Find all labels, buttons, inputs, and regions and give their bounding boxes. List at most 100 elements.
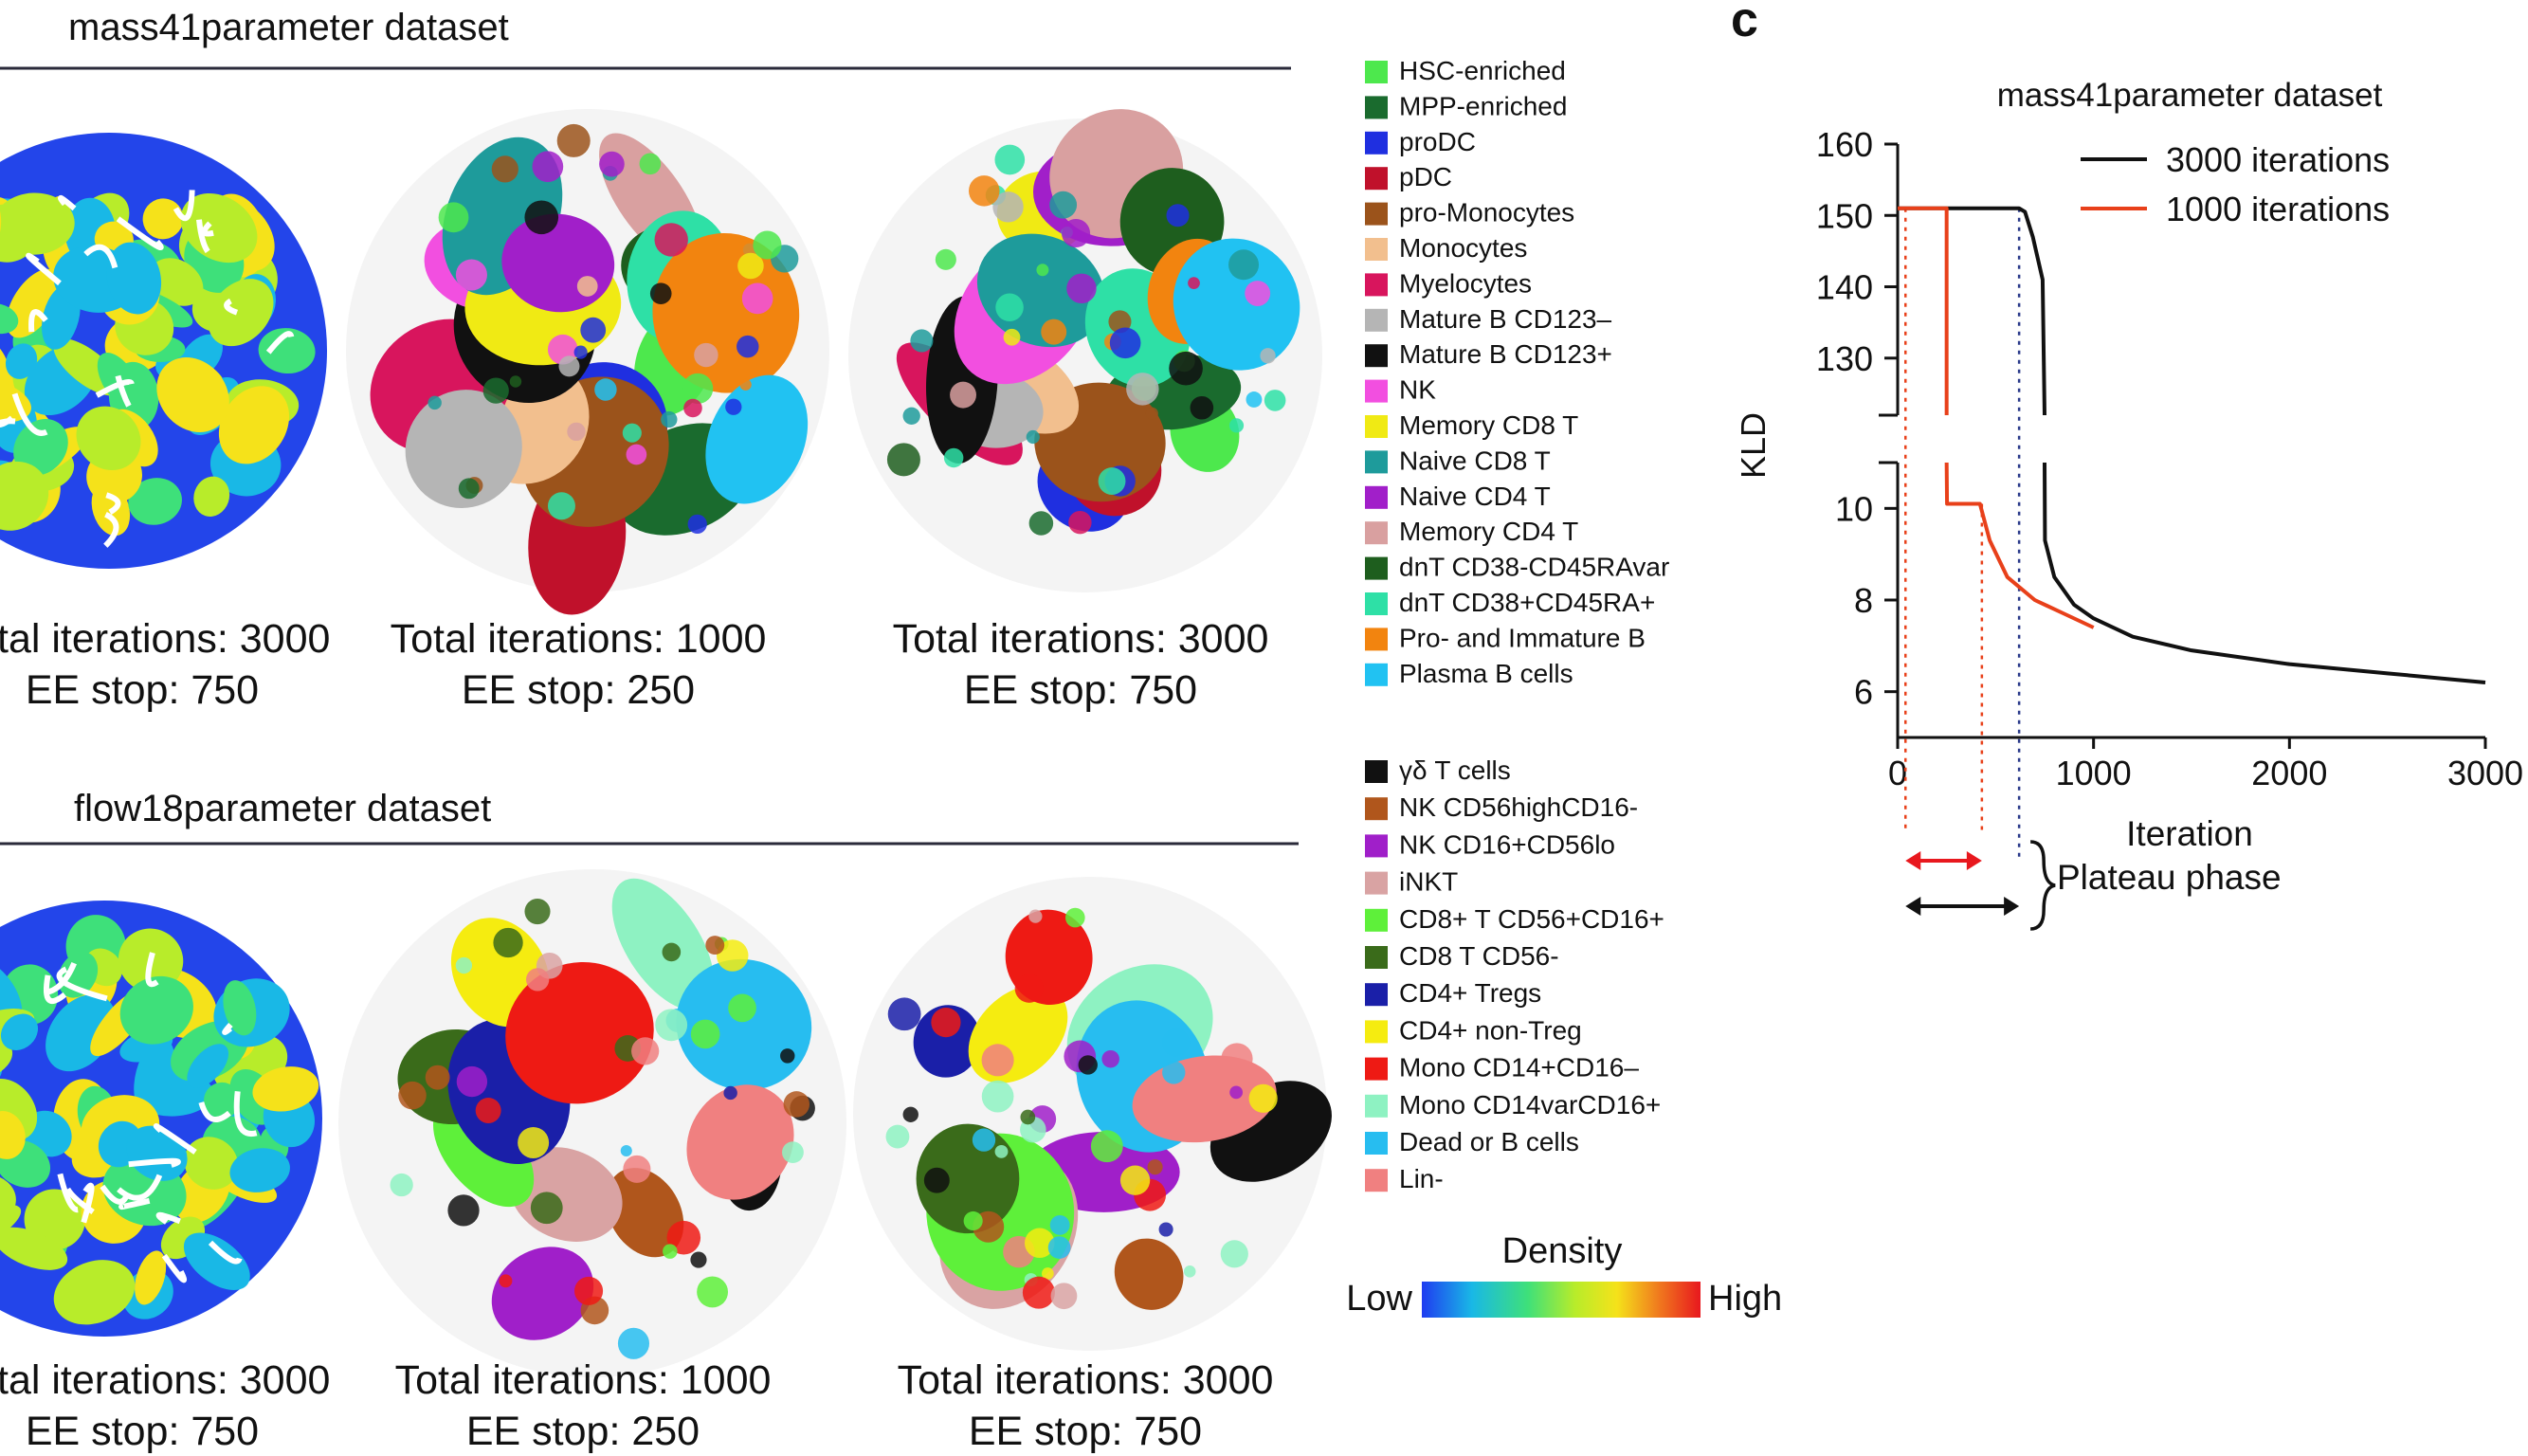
density-patch bbox=[0, 1227, 68, 1270]
cell-speck bbox=[1049, 191, 1078, 219]
cluster-gap bbox=[83, 244, 118, 269]
cell-speck bbox=[518, 1126, 550, 1158]
cell-speck bbox=[1014, 974, 1044, 1003]
legend-mass-item-swatch bbox=[1365, 131, 1388, 155]
cell-speck bbox=[737, 335, 759, 358]
cell-speck bbox=[690, 1019, 720, 1049]
cell-speck bbox=[1119, 1165, 1151, 1195]
legend-mass-item-label: dnT CD38+CD45RA+ bbox=[1399, 588, 1655, 617]
caption-mass-0-ee: EE stop: 750 bbox=[26, 667, 259, 713]
cell-speck bbox=[1169, 351, 1203, 386]
legend-mass-item-swatch bbox=[1365, 273, 1388, 297]
arrowhead bbox=[1905, 851, 1921, 870]
cell-speck bbox=[482, 377, 509, 404]
cell-speck bbox=[477, 967, 506, 997]
cell-speck bbox=[886, 443, 920, 477]
legend-flow-item-swatch bbox=[1365, 1169, 1388, 1192]
cluster-gap bbox=[58, 195, 77, 211]
chart-title: mass41parameter dataset bbox=[1997, 77, 2383, 114]
legend-mass-item-label: Naive CD8 T bbox=[1399, 446, 1551, 475]
cell-speck bbox=[438, 202, 469, 233]
cell-speck bbox=[427, 395, 442, 410]
cluster-gap bbox=[145, 952, 159, 988]
legend-mass-item-swatch bbox=[1365, 96, 1388, 119]
chart-marks: 130 140 150 160 6 8 10 0 1000 2000 3000 3000 iterat… bbox=[1816, 125, 2523, 931]
cell-speck bbox=[1183, 1265, 1196, 1278]
plateau-brace bbox=[2029, 840, 2056, 931]
cell-speck bbox=[654, 223, 688, 257]
density-patch bbox=[184, 1137, 239, 1190]
density-patch bbox=[6, 268, 61, 338]
caption-flow-1-iter: Total iterations: 1000 bbox=[395, 1357, 772, 1403]
cell-speck bbox=[885, 1124, 910, 1149]
cell-speck bbox=[1047, 1236, 1071, 1259]
legend-flow-item-swatch bbox=[1365, 908, 1388, 932]
cell-speck bbox=[623, 1155, 651, 1183]
density-patch bbox=[0, 1013, 39, 1051]
legend-flow-item-swatch bbox=[1365, 834, 1388, 858]
series-line-lower-0 bbox=[2043, 462, 2486, 684]
cell-speck bbox=[1024, 1228, 1055, 1259]
cell-speck bbox=[576, 276, 598, 297]
x-tick-label: 0 bbox=[1888, 754, 1907, 792]
density-patch bbox=[183, 1232, 250, 1290]
legend-mass-item-label: Plasma B cells bbox=[1399, 659, 1573, 688]
density-patch bbox=[0, 303, 19, 335]
legend-mass-item-label: Mature B CD123+ bbox=[1399, 339, 1612, 369]
legend-flow-item-label: NK CD56highCD16- bbox=[1399, 792, 1638, 822]
cell-speck bbox=[617, 1327, 650, 1359]
density-patch bbox=[258, 328, 316, 374]
x-tick-label: 3000 bbox=[2447, 754, 2523, 792]
cell-speck bbox=[509, 375, 522, 388]
cell-speck bbox=[728, 993, 756, 1023]
legend-mass-item-swatch bbox=[1365, 308, 1388, 332]
density-colorbar bbox=[1422, 1282, 1700, 1318]
cluster-gap bbox=[81, 1182, 95, 1224]
cell-speck bbox=[639, 153, 662, 175]
cell-speck bbox=[573, 345, 588, 359]
y-tick-label: 6 bbox=[1854, 673, 1873, 712]
legend-mass-item-label: Mature B CD123– bbox=[1399, 304, 1612, 334]
cluster-gap bbox=[155, 1211, 181, 1225]
legend-mass-item-swatch bbox=[1365, 521, 1388, 545]
cell-speck bbox=[622, 423, 642, 443]
kld-line-chart: mass41parameter dataset KLD Iteration Pl… bbox=[1734, 77, 2523, 931]
tsne-map-flow-density bbox=[0, 901, 322, 1337]
density-patch bbox=[208, 279, 274, 347]
cell-speck bbox=[782, 1141, 804, 1164]
cell-speck bbox=[1245, 281, 1271, 306]
cell-speck bbox=[626, 444, 647, 465]
tsne-map-mass-3000 bbox=[848, 109, 1322, 592]
legend-mass-item-swatch bbox=[1365, 344, 1388, 368]
cluster-gap bbox=[11, 392, 48, 436]
cell-speck bbox=[683, 398, 702, 418]
cluster-gap bbox=[26, 252, 62, 286]
cell-speck bbox=[525, 968, 550, 992]
cell-speck bbox=[1050, 1283, 1078, 1310]
cell-speck bbox=[1221, 1043, 1253, 1075]
cell-speck bbox=[1248, 1083, 1278, 1113]
cell-speck bbox=[717, 939, 749, 972]
cluster-gap bbox=[0, 415, 14, 428]
legend-flow-item-label: Mono CD14varCD16+ bbox=[1399, 1090, 1661, 1119]
density-patch bbox=[218, 386, 290, 464]
density-patch bbox=[134, 1038, 175, 1113]
cell-speck bbox=[1162, 1061, 1186, 1084]
cell-speck bbox=[687, 514, 707, 535]
legend-mass-item-label: MPP-enriched bbox=[1399, 91, 1567, 120]
cell-cluster bbox=[505, 961, 654, 1104]
cluster-gap bbox=[153, 1123, 197, 1155]
cluster-gap bbox=[222, 1023, 233, 1035]
cell-speck bbox=[663, 1244, 678, 1259]
y-tick-label: 160 bbox=[1816, 125, 1873, 164]
legend-flow-item-swatch bbox=[1365, 1094, 1388, 1118]
legend-mass-item-label: Memory CD8 T bbox=[1399, 410, 1578, 440]
cell-cluster bbox=[676, 958, 812, 1091]
chart-legend-label: 1000 iterations bbox=[2166, 190, 2390, 228]
cell-speck bbox=[425, 1065, 450, 1090]
cell-cluster bbox=[606, 1168, 684, 1258]
cell-speck bbox=[1158, 1222, 1173, 1237]
density-patch bbox=[0, 1205, 22, 1254]
cluster-gap bbox=[28, 309, 48, 333]
cell-speck bbox=[1101, 1049, 1119, 1068]
